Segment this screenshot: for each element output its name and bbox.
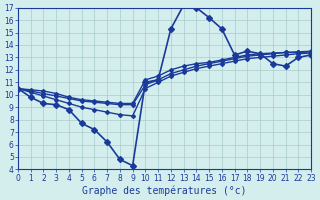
X-axis label: Graphe des températures (°c): Graphe des températures (°c)	[82, 185, 247, 196]
